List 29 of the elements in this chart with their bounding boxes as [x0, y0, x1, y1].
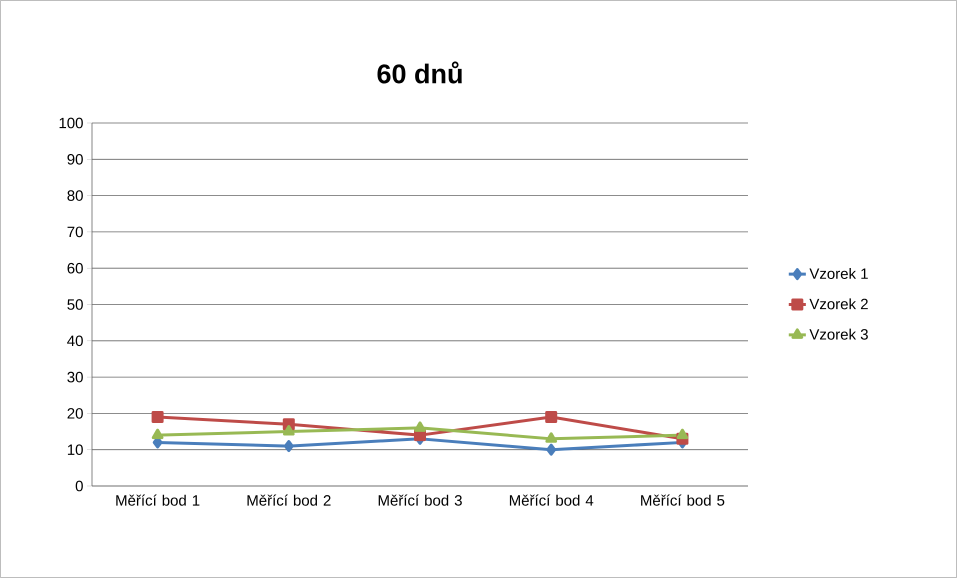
point — [545, 432, 558, 443]
x-tick-label: Měřící bod 5 — [641, 494, 724, 506]
y-tick-label: 10 — [68, 444, 83, 456]
point — [152, 411, 164, 424]
y-tick-label: 40 — [67, 335, 83, 346]
point — [282, 425, 295, 436]
y-tick-label: 90 — [67, 154, 83, 165]
x-tick-label: Měřící bod 3 — [378, 494, 462, 506]
x-tick-label: Měřící bod 4 — [510, 494, 594, 506]
legend-label: Vzorek 2 — [809, 298, 868, 310]
y-tick-label: 70 — [68, 226, 83, 238]
y-tick-label: 100 — [60, 118, 83, 128]
y-tick-label: 50 — [67, 299, 83, 310]
chart-title: 60 dnů — [377, 62, 462, 84]
point — [414, 421, 426, 432]
point — [546, 444, 556, 456]
y-tick-label: 80 — [67, 190, 83, 201]
point — [284, 440, 294, 452]
y-tick-label: 30 — [67, 372, 83, 382]
point — [152, 428, 164, 440]
y-tick-label: 60 — [68, 262, 83, 274]
legend-label: Vzorek 1 — [809, 268, 868, 279]
point — [545, 411, 558, 424]
y-tick-label: 20 — [68, 408, 83, 419]
x-tick-label: Měřící bod 1 — [116, 494, 200, 506]
y-tick-label: 0 — [76, 480, 83, 492]
point — [676, 428, 688, 440]
x-tick-label: Měřící bod 2 — [248, 494, 331, 506]
legend-label: Vzorek 3 — [809, 328, 868, 340]
